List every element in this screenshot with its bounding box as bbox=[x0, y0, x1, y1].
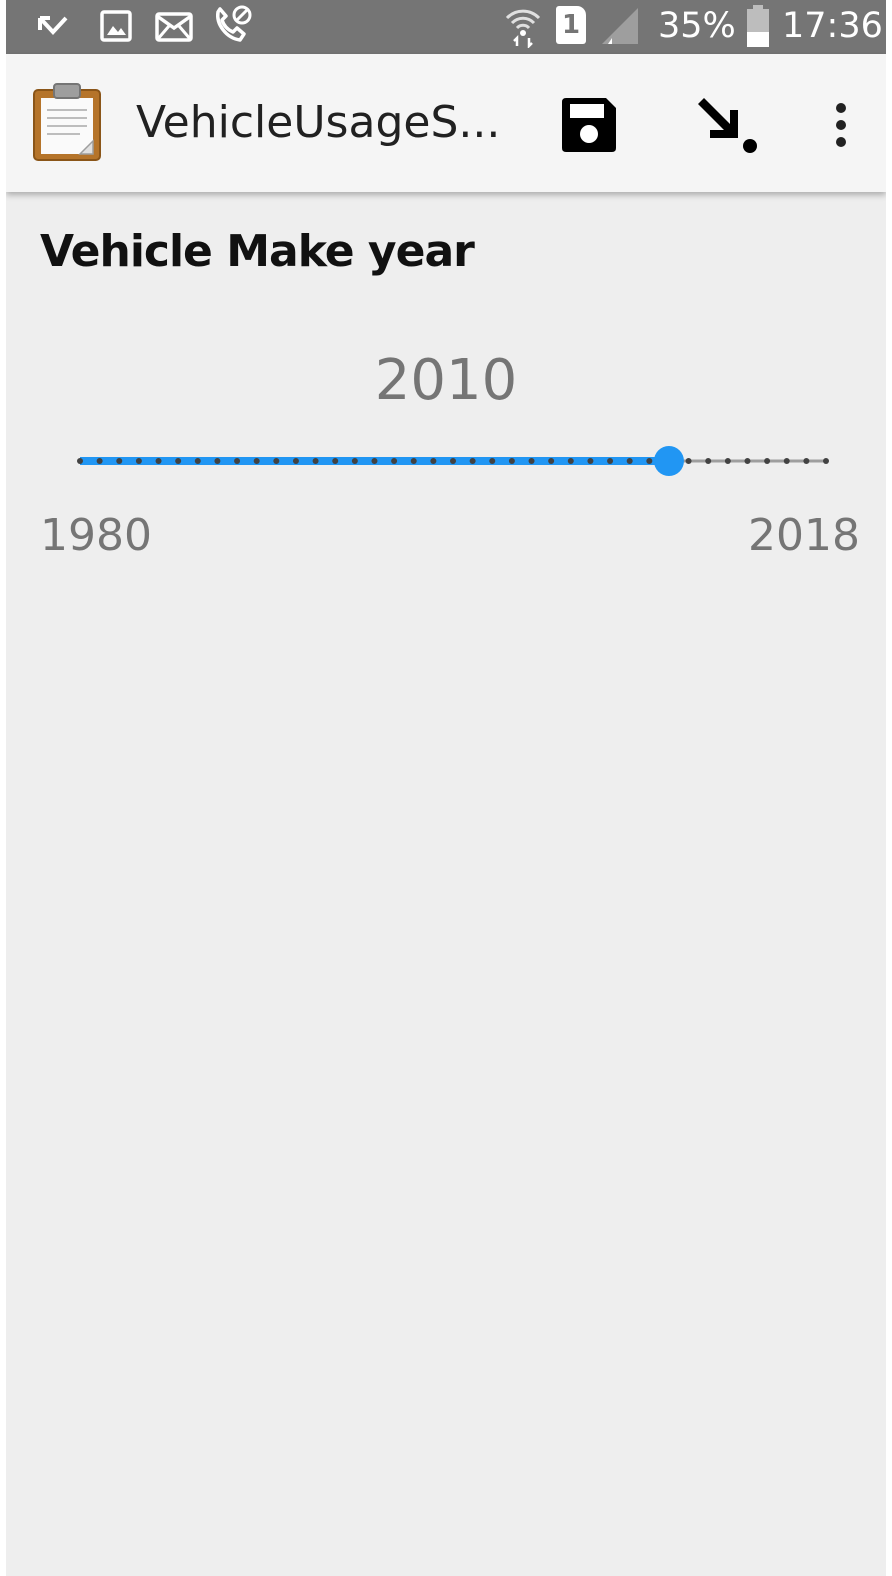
slider-min-label: 1980 bbox=[40, 510, 152, 561]
clock: 17:36 bbox=[782, 6, 883, 46]
wifi-hotspot-icon bbox=[505, 9, 541, 48]
slider-tick bbox=[744, 458, 751, 464]
slider-tick bbox=[450, 458, 456, 464]
slider-tick bbox=[214, 458, 221, 464]
slider-tick bbox=[489, 458, 496, 464]
slider-tick bbox=[312, 458, 319, 464]
slider-tick bbox=[391, 458, 398, 464]
clipboard-icon bbox=[33, 83, 101, 161]
slider-tick bbox=[292, 458, 299, 464]
slider-tick bbox=[253, 458, 260, 464]
slider-tick bbox=[783, 458, 790, 464]
slider-thumb[interactable] bbox=[653, 446, 684, 476]
slider-tick bbox=[587, 458, 594, 464]
mail-icon bbox=[155, 12, 193, 42]
slider-tick bbox=[567, 458, 574, 464]
missed-call-arrow-icon bbox=[38, 16, 68, 35]
slider-tick bbox=[528, 458, 535, 464]
question-label: Vehicle Make year bbox=[40, 226, 475, 277]
more-vert-icon[interactable] bbox=[826, 98, 856, 152]
call-blocked-icon bbox=[216, 5, 252, 42]
jump-arrow-icon[interactable] bbox=[692, 92, 762, 158]
slider-tick bbox=[135, 458, 142, 464]
slider-tick bbox=[77, 458, 83, 464]
slider-tick bbox=[155, 458, 162, 464]
screen: 1 35% 17:36 VehicleUsageS... bbox=[6, 0, 886, 1576]
slider-tick bbox=[607, 458, 614, 464]
slider-value: 2010 bbox=[374, 348, 518, 413]
slider-tick bbox=[175, 458, 182, 464]
slider-tick bbox=[116, 458, 123, 464]
slider-max-label: 2018 bbox=[748, 510, 860, 561]
slider-tick bbox=[508, 458, 515, 464]
slider-tick bbox=[685, 458, 692, 464]
slider-tick bbox=[823, 458, 829, 464]
slider-tick bbox=[410, 458, 417, 464]
image-icon bbox=[100, 10, 132, 42]
sim-1-label: 1 bbox=[561, 10, 581, 40]
slider-tick bbox=[469, 458, 476, 464]
slider-tick bbox=[96, 458, 103, 464]
sim-1-icon: 1 bbox=[556, 6, 586, 44]
battery-icon bbox=[747, 5, 769, 47]
slider-tick bbox=[194, 458, 201, 464]
slider-tick bbox=[646, 458, 653, 464]
slider-tick bbox=[332, 458, 339, 464]
year-slider[interactable] bbox=[66, 430, 840, 494]
slider-tick bbox=[430, 458, 437, 464]
slider-tick bbox=[764, 458, 771, 464]
status-bar: 1 35% 17:36 bbox=[6, 0, 886, 54]
save-icon[interactable] bbox=[558, 94, 620, 156]
slider-tick bbox=[626, 458, 633, 464]
slider-tick bbox=[705, 458, 712, 464]
app-title: VehicleUsageS... bbox=[136, 97, 501, 148]
signal-icon bbox=[602, 8, 638, 44]
slider-tick bbox=[234, 458, 241, 464]
slider-tick bbox=[803, 458, 810, 464]
app-bar: VehicleUsageS... bbox=[6, 54, 886, 192]
slider-tick bbox=[351, 458, 358, 464]
slider-ticks bbox=[77, 458, 829, 464]
slider-tick bbox=[273, 458, 280, 464]
slider-tick bbox=[371, 458, 378, 464]
battery-percent: 35% bbox=[658, 6, 736, 46]
slider-tick bbox=[548, 458, 555, 464]
slider-tick bbox=[724, 458, 731, 464]
